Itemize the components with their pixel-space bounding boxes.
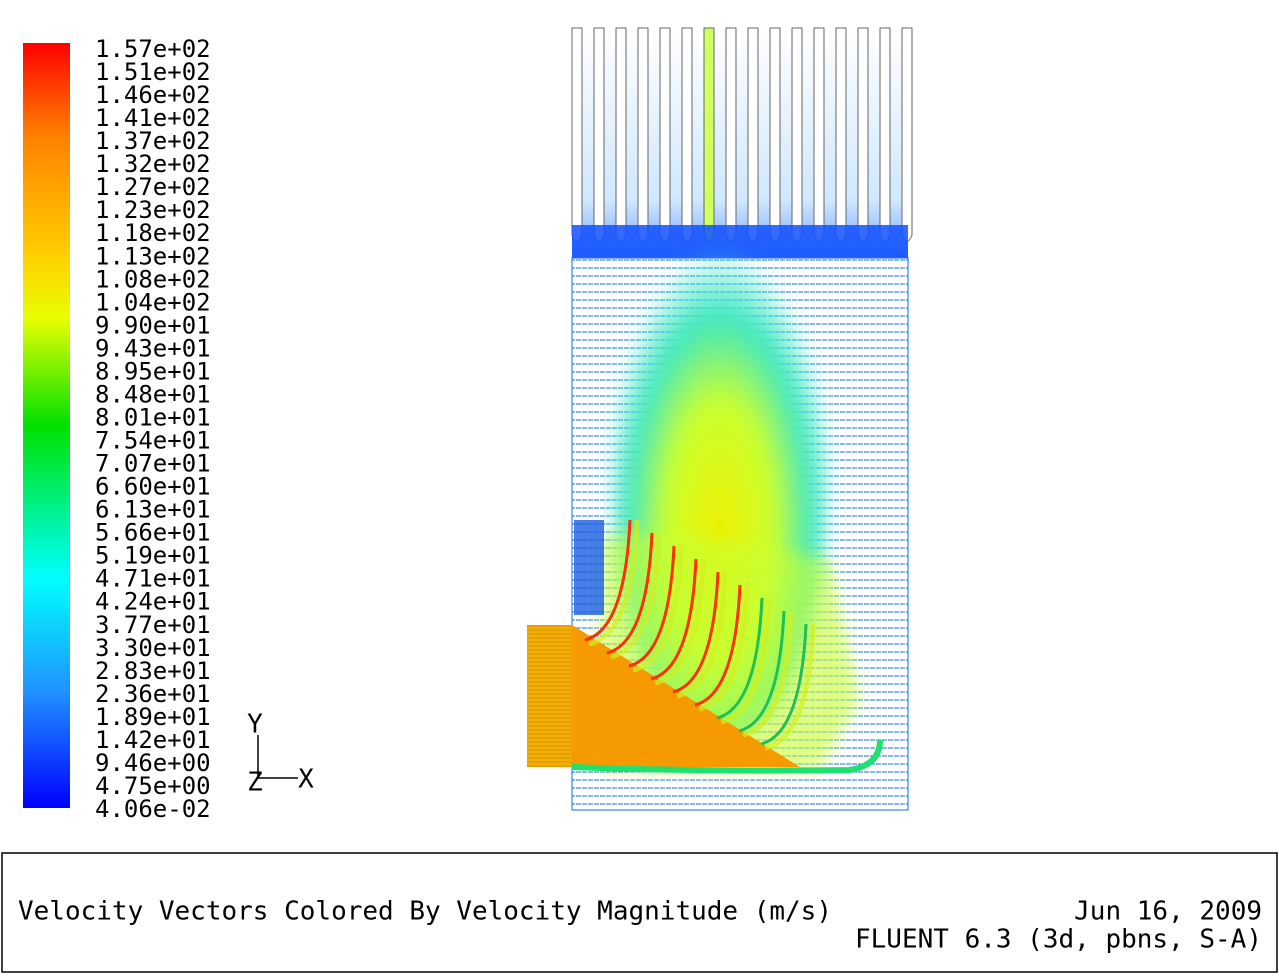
colorbar-label: 1.23e+02: [95, 196, 211, 224]
tube: [835, 27, 847, 242]
colorbar-label: 6.60e+01: [95, 473, 211, 501]
colorbar-label: 4.24e+01: [95, 588, 211, 616]
vane: [584, 519, 632, 642]
colorbar-label: 1.37e+02: [95, 127, 211, 155]
footer-date: Jun 16, 2009: [1074, 897, 1262, 927]
colorbar-label: 1.46e+02: [95, 81, 211, 109]
vanes: [584, 519, 816, 751]
colorbar-label: 1.13e+02: [95, 242, 211, 270]
y-label: Y: [247, 710, 263, 740]
vane-wake: [698, 584, 750, 712]
colorbar-label: 4.06e-02: [95, 795, 211, 823]
inlet-jet: [572, 625, 800, 767]
colorbar-label: 1.04e+02: [95, 288, 211, 316]
vane-wake: [588, 519, 640, 647]
vane: [716, 597, 764, 720]
tube: [725, 27, 737, 242]
colorbar-label: 2.36e+01: [95, 680, 211, 708]
colorbar-label: 1.18e+02: [95, 219, 211, 247]
vane: [606, 532, 654, 655]
colorbar-label: 7.07e+01: [95, 450, 211, 478]
x-label: X: [298, 765, 314, 795]
tube: [747, 27, 759, 242]
vane-wake: [654, 558, 706, 686]
tube: [769, 27, 781, 242]
vane-wake: [764, 623, 816, 751]
colorbar-label: 5.19e+01: [95, 542, 211, 570]
z-label: Z: [247, 768, 263, 798]
recirculation: [574, 520, 604, 615]
footer-title: Velocity Vectors Colored By Velocity Mag…: [18, 897, 832, 927]
colorbar-label: 3.30e+01: [95, 634, 211, 662]
tube: [857, 27, 869, 242]
colorbar-label: 8.95e+01: [95, 357, 211, 385]
vane: [628, 545, 676, 668]
vane-wake: [742, 610, 794, 738]
footer-box: [1, 852, 1278, 973]
vane-wake: [632, 545, 684, 673]
vane-wake: [610, 532, 662, 660]
colorbar-label: 1.32e+02: [95, 150, 211, 178]
footer-solver: FLUENT 6.3 (3d, pbns, S-A): [855, 925, 1262, 955]
tube: [791, 27, 803, 242]
colorbar-label: 3.77e+01: [95, 611, 211, 639]
colorbar-label: 8.48e+01: [95, 380, 211, 408]
tube: [615, 27, 627, 242]
vane: [738, 610, 786, 733]
vane: [672, 571, 720, 694]
colorbar-label: 1.41e+02: [95, 104, 211, 132]
colorbar-labels: 1.57e+021.51e+021.46e+021.41e+021.37e+02…: [95, 35, 211, 823]
flow-domain: [527, 27, 913, 811]
tube: [637, 27, 649, 242]
tube: [593, 27, 605, 242]
colorbar-label: 8.01e+01: [95, 403, 211, 431]
colorbar: [23, 43, 70, 808]
tube: [879, 27, 891, 242]
colorbar-label: 1.08e+02: [95, 265, 211, 293]
vane: [694, 584, 742, 707]
tube: [659, 27, 671, 242]
colorbar-label: 2.83e+01: [95, 657, 211, 685]
colorbar-label: 1.89e+01: [95, 703, 211, 731]
vane-wake: [720, 597, 772, 725]
colorbar-label: 9.90e+01: [95, 311, 211, 339]
colorbar-label: 7.54e+01: [95, 427, 211, 455]
vane-wake: [676, 571, 728, 699]
colorbar-label: 9.43e+01: [95, 334, 211, 362]
tube: [703, 27, 715, 242]
tube: [681, 27, 693, 242]
floor-jet: [571, 739, 883, 774]
colorbar-label: 1.42e+01: [95, 726, 211, 754]
colorbar-label: 4.71e+01: [95, 565, 211, 593]
colorbar-label: 1.27e+02: [95, 173, 211, 201]
inlet: [527, 625, 572, 767]
colorbar-label: 1.57e+02: [95, 35, 211, 63]
colorbar-label: 6.13e+01: [95, 496, 211, 524]
axes-triad: Y Z X: [247, 710, 314, 798]
vane: [650, 558, 698, 681]
tube-region: [572, 28, 908, 258]
colorbar-label: 1.51e+02: [95, 58, 211, 86]
colorbar-label: 9.46e+00: [95, 749, 211, 777]
vane: [760, 623, 808, 746]
tube: [571, 27, 583, 242]
colorbar-label: 5.66e+01: [95, 519, 211, 547]
tube: [901, 27, 913, 242]
colorbar-label: 4.75e+00: [95, 772, 211, 800]
tube: [813, 27, 825, 242]
